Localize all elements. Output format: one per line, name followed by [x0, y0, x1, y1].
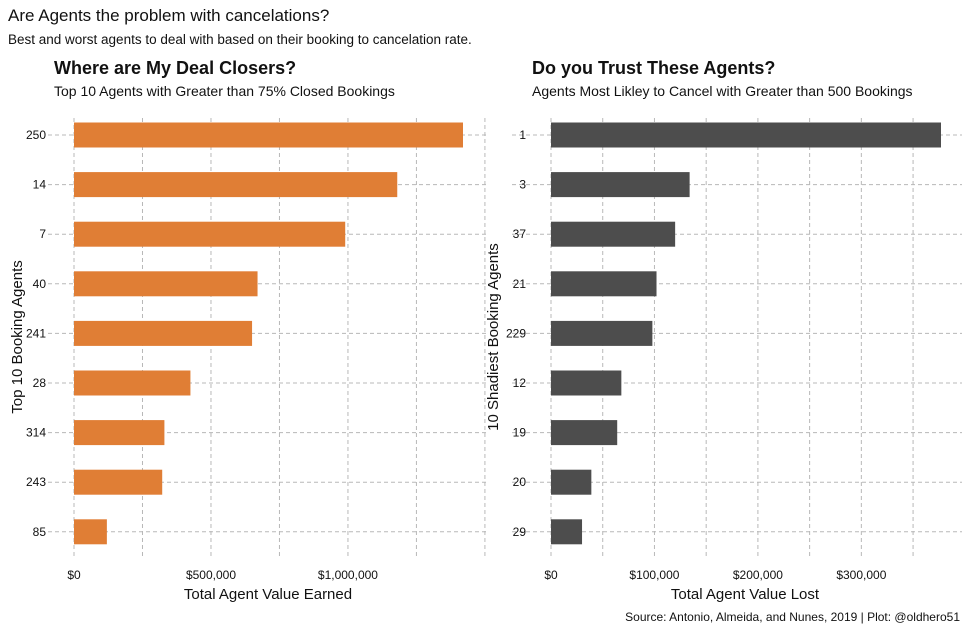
right-ytick-label: 20 [513, 475, 527, 489]
left-bar-7 [74, 221, 346, 247]
right-x-axis-title: Total Agent Value Lost [671, 586, 820, 603]
right-ytick-label: 37 [513, 227, 527, 241]
right-y-axis-title: 10 Shadiest Booking Agents [485, 243, 502, 431]
right-bar-19 [551, 420, 618, 446]
left-xtick-label: $0 [67, 568, 81, 582]
left-bar-14 [74, 172, 398, 198]
left-bar-314 [74, 420, 165, 446]
right-xtick-label: $200,000 [733, 568, 783, 582]
chart-main-title: Are Agents the problem with cancelations… [8, 6, 330, 25]
left-xtick-label: $1,000,000 [318, 568, 378, 582]
left-ytick-label: 40 [33, 277, 47, 291]
left-bar-250 [74, 122, 463, 148]
left-bar-243 [74, 469, 163, 495]
left-ytick-label: 243 [26, 475, 46, 489]
left-bar-40 [74, 271, 258, 297]
left-ytick-label: 250 [26, 128, 46, 142]
left-y-axis-title: Top 10 Booking Agents [9, 260, 26, 413]
right-panel-title: Do you Trust These Agents? [532, 58, 775, 78]
left-bar-241 [74, 320, 253, 346]
left-ytick-label: 7 [39, 227, 46, 241]
left-ytick-label: 85 [33, 525, 47, 539]
right-bar-37 [551, 221, 676, 247]
left-x-axis-title: Total Agent Value Earned [184, 586, 352, 603]
chart-main-subtitle: Best and worst agents to deal with based… [8, 32, 472, 47]
left-ytick-label: 14 [33, 178, 47, 192]
left-ytick-label: 314 [26, 426, 46, 440]
right-ytick-label: 229 [506, 326, 526, 340]
right-bar-12 [551, 370, 622, 396]
right-ytick-label: 21 [513, 277, 527, 291]
right-ytick-label: 29 [513, 525, 527, 539]
right-bar-229 [551, 320, 653, 346]
right-bar-1 [551, 122, 941, 148]
right-bar-21 [551, 271, 657, 297]
right-bar-29 [551, 519, 583, 545]
right-panel-subtitle: Agents Most Likley to Cancel with Greate… [532, 83, 913, 99]
left-bar-85 [74, 519, 107, 545]
right-ytick-label: 19 [513, 426, 527, 440]
left-panel-title: Where are My Deal Closers? [54, 58, 296, 78]
source-caption: Source: Antonio, Almeida, and Nunes, 201… [625, 610, 960, 624]
left-panel-subtitle: Top 10 Agents with Greater than 75% Clos… [54, 83, 395, 99]
right-bar-3 [551, 172, 690, 198]
right-bar-20 [551, 469, 592, 495]
right-ytick-label: 3 [519, 178, 526, 192]
right-xtick-label: $300,000 [836, 568, 886, 582]
left-bar-28 [74, 370, 191, 396]
right-xtick-label: $100,000 [629, 568, 679, 582]
left-xtick-label: $500,000 [186, 568, 236, 582]
right-ytick-label: 12 [513, 376, 527, 390]
right-xtick-label: $0 [544, 568, 558, 582]
left-ytick-label: 241 [26, 326, 46, 340]
right-ytick-label: 1 [519, 128, 526, 142]
left-ytick-label: 28 [33, 376, 47, 390]
